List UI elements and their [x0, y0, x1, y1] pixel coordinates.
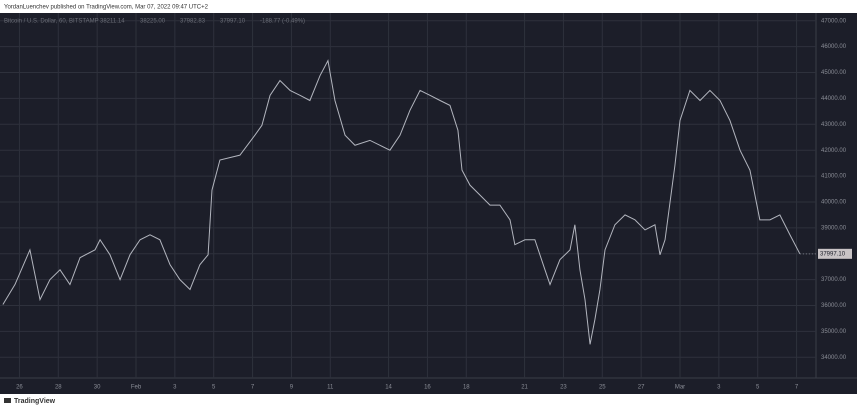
legend-text: 37982.83: [180, 19, 206, 25]
x-tick-label: 7: [795, 385, 799, 391]
x-tick-label: 3: [173, 385, 177, 391]
header-text: YordanLuenchev published on TradingView.…: [4, 5, 209, 11]
x-tick-label: 16: [424, 385, 431, 391]
legend-text: -188.77 (-0.49%): [260, 19, 305, 25]
legend-text: 38211.14: [100, 19, 125, 25]
y-tick-label: 41000.00: [821, 174, 847, 180]
x-tick-label: 21: [521, 385, 528, 391]
x-tick-label: 30: [94, 385, 101, 391]
logo-icon: [4, 398, 11, 403]
y-tick-label: 46000.00: [821, 44, 847, 50]
legend-text: 38225.00: [140, 19, 166, 25]
x-tick-label: 5: [212, 385, 216, 391]
legend-text: 37997.10: [220, 19, 246, 25]
legend-text: Bitcoin / U.S. Dollar, 60, BITSTAMP: [4, 19, 99, 25]
x-tick-label: 5: [756, 385, 760, 391]
x-tick-label: 3: [717, 385, 721, 391]
y-tick-label: 44000.00: [821, 96, 847, 102]
y-tick-label: 35000.00: [821, 329, 847, 335]
x-tick-label: 23: [560, 385, 567, 391]
price-line: [2, 59, 801, 345]
x-tick-label: 27: [638, 385, 645, 391]
x-tick-label: Mar: [675, 385, 685, 391]
chart-background: [0, 13, 857, 394]
x-tick-label: 25: [599, 385, 606, 391]
y-tick-label: 39000.00: [821, 225, 847, 231]
footer-logo: TradingView: [14, 398, 56, 405]
x-tick-label: 11: [327, 385, 334, 391]
y-tick-label: 45000.00: [821, 70, 847, 76]
x-tick-label: 26: [16, 385, 23, 391]
x-tick-label: 14: [385, 385, 392, 391]
y-tick-label: 47000.00: [821, 18, 847, 24]
last-price-box: [818, 248, 852, 259]
x-tick-label: 7: [251, 385, 255, 391]
y-tick-label: 34000.00: [821, 355, 847, 361]
x-tick-label: 18: [463, 385, 470, 391]
x-tick-label: Feb: [131, 385, 142, 391]
y-tick-label: 42000.00: [821, 148, 847, 154]
last-price-label: 37997.10: [820, 251, 846, 257]
y-tick-label: 40000.00: [821, 200, 847, 206]
x-tick-label: 28: [55, 385, 62, 391]
x-tick-label: 9: [290, 385, 294, 391]
y-tick-label: 43000.00: [821, 122, 847, 128]
y-tick-label: 36000.00: [821, 303, 847, 309]
y-tick-label: 37000.00: [821, 277, 847, 283]
